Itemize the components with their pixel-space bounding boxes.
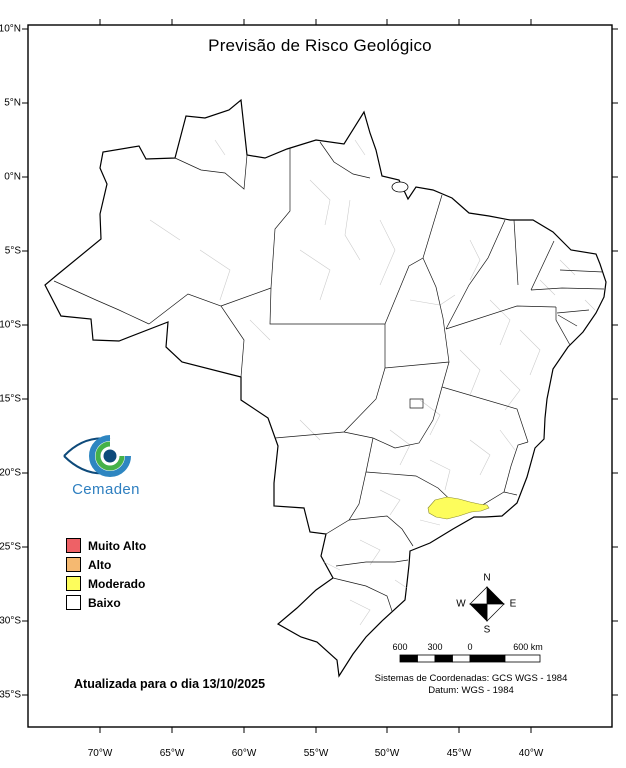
- legend-item-alto: Alto: [66, 555, 146, 574]
- lat-tick-label: 20°S: [0, 467, 21, 479]
- legend-label: Baixo: [88, 595, 121, 610]
- legend-item-baixo: Baixo: [66, 593, 146, 612]
- lon-tick-label: 60°W: [231, 748, 257, 759]
- compass-south-label: S: [483, 624, 491, 636]
- map-frame: [27, 24, 613, 728]
- scale-label: 600: [392, 642, 408, 652]
- compass-north-label: N: [483, 572, 491, 584]
- scale-label: 300: [427, 642, 443, 652]
- state-borders: [53, 141, 605, 612]
- legend-label: Moderado: [88, 576, 146, 591]
- lat-tick-label: 15°S: [0, 393, 21, 405]
- lon-tick-label: 65°W: [159, 748, 185, 759]
- risk-legend: Muito Alto Alto Moderado Baixo: [66, 536, 146, 612]
- scale-label: 600 km: [513, 642, 543, 652]
- lat-tick-label: 10°S: [0, 319, 21, 331]
- legend-item-muito-alto: Muito Alto: [66, 536, 146, 555]
- coordinate-system-info: Sistemas de Coordenadas: GCS WGS - 1984 …: [360, 673, 582, 697]
- lat-tick-label: 0°N: [4, 171, 21, 183]
- legend-swatch-baixo: [66, 595, 81, 610]
- lon-tick-label: 50°W: [374, 748, 400, 759]
- logo-wordmark: Cemaden: [72, 481, 140, 498]
- lon-tick-label: 40°W: [518, 748, 544, 759]
- scale-label: 0: [467, 642, 473, 652]
- risk-highlight-region: [427, 496, 490, 520]
- lon-tick-label: 45°W: [446, 748, 472, 759]
- cemaden-logo: Cemaden: [58, 432, 154, 498]
- frame-ticks: [22, 19, 618, 733]
- lat-tick-label: 35°S: [0, 689, 21, 701]
- lon-tick-label: 55°W: [303, 748, 329, 759]
- lat-tick-label: 30°S: [0, 615, 21, 627]
- cemaden-eye-icon: [63, 435, 131, 477]
- compass-rose: [469, 586, 505, 622]
- lat-tick-label: 5°S: [4, 245, 21, 257]
- legend-label: Muito Alto: [88, 538, 147, 553]
- legend-swatch-moderado: [66, 576, 81, 591]
- lon-tick-label: 70°W: [87, 748, 113, 759]
- compass-west-label: W: [456, 598, 466, 610]
- legend-swatch-muito-alto: [66, 538, 81, 553]
- marajo-island: [391, 181, 409, 193]
- scale-bar: [399, 654, 541, 663]
- page-title: Previsão de Risco Geológico: [208, 36, 432, 55]
- legend-swatch-alto: [66, 557, 81, 572]
- lat-tick-label: 5°N: [4, 97, 21, 109]
- compass-east-label: E: [509, 598, 517, 610]
- datum-line: Datum: WGS - 1984: [428, 685, 514, 696]
- update-date-note: Atualizada para o dia 13/10/2025: [74, 677, 266, 691]
- lat-tick-label: 25°S: [0, 541, 21, 553]
- legend-label: Alto: [88, 557, 112, 572]
- lat-tick-label: 10°N: [0, 23, 21, 35]
- legend-item-moderado: Moderado: [66, 574, 146, 593]
- coordinate-system-line: Sistemas de Coordenadas: GCS WGS - 1984: [374, 673, 568, 684]
